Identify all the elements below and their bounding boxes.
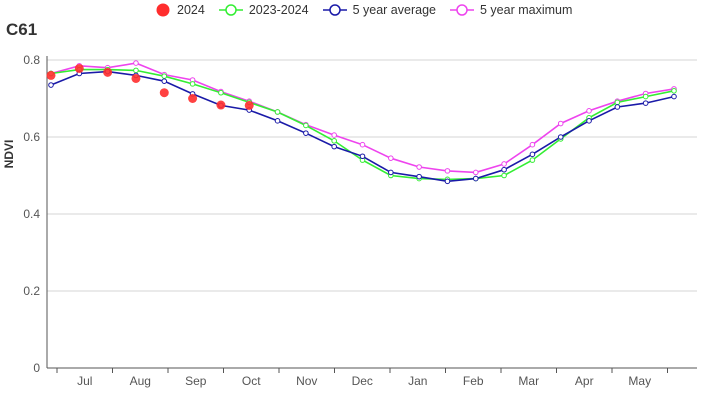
y-axis-title: NDVI [2, 140, 16, 169]
data-point-5-year-maximum [133, 60, 139, 66]
data-point-2024 [46, 70, 56, 80]
data-point-5-year-average [472, 175, 479, 182]
data-point-2024 [131, 73, 141, 83]
series-line-2023-2024 [50, 68, 675, 181]
data-point-5-year-average [642, 100, 649, 106]
axes [46, 56, 697, 373]
data-point-5-year-average [614, 104, 621, 110]
data-point-2024 [244, 100, 254, 110]
chart-legend: 2024 2023-2024 5 year average 5 year max… [155, 2, 586, 18]
data-point-5-year-maximum [416, 164, 422, 170]
legend-label-2024: 2024 [177, 3, 205, 17]
legend-item-5-year-maximum[interactable]: 5 year maximum [449, 3, 573, 17]
data-point-5-year-average [48, 82, 54, 88]
legend-label-2023-2024: 2023-2024 [248, 3, 309, 17]
legend-line-circle-icon [322, 4, 347, 16]
data-point-2023-2024 [671, 88, 677, 94]
gridlines [47, 59, 697, 292]
x-tick-label: Jul [77, 374, 92, 388]
data-point-5-year-maximum [472, 169, 479, 176]
x-tick-label: Jan [408, 374, 427, 388]
legend-label-5-year-average: 5 year average [352, 3, 436, 17]
data-point-5-year-maximum [501, 161, 507, 167]
data-point-5-year-average [586, 118, 592, 124]
x-tick-label: Apr [575, 374, 594, 388]
data-point-2023-2024 [614, 99, 621, 106]
y-tick-label: 0.2 [23, 284, 40, 298]
legend-dot-icon [156, 3, 170, 17]
data-point-5-year-average [274, 118, 281, 124]
data-point-5-year-maximum [557, 120, 564, 127]
data-point-2023-2024 [303, 122, 309, 129]
data-point-5-year-maximum [388, 155, 394, 161]
data-point-5-year-average [416, 173, 422, 180]
data-point-5-year-maximum [359, 141, 366, 148]
y-tick-label: 0.6 [23, 130, 40, 144]
data-point-5-year-average [388, 169, 394, 176]
chart-title: C61 [6, 20, 38, 39]
series-lines [50, 62, 675, 183]
data-point-5-year-average [529, 151, 536, 158]
data-point-2023-2024 [218, 89, 224, 96]
x-tick-label: Nov [296, 374, 317, 388]
data-point-5-year-average [303, 130, 309, 136]
x-tick-label: Sep [185, 374, 207, 388]
x-tick-label: Feb [463, 374, 484, 388]
data-point-2023-2024 [189, 81, 196, 87]
data-point-5-year-average [359, 153, 366, 160]
data-point-5-year-average [161, 78, 168, 84]
legend-line-circle-icon [449, 4, 474, 16]
data-point-2024 [216, 100, 226, 110]
y-tick-label: 0.4 [23, 207, 40, 221]
data-point-5-year-average [331, 143, 337, 150]
legend-line-circle-icon [218, 4, 243, 16]
axis-labels: 0 0.2 0.4 0.6 0.8 Jul Aug Sep Oct Nov Dec Jan Feb Mar… [2, 53, 651, 388]
data-point-5-year-maximum [529, 141, 536, 148]
x-tick-label: May [628, 374, 651, 388]
x-tick-label: Aug [130, 374, 151, 388]
data-point-2024 [188, 94, 198, 103]
data-point-2023-2024 [642, 93, 649, 100]
data-point-2024 [103, 67, 113, 77]
data-point-2023-2024 [331, 138, 337, 144]
data-point-2024 [74, 63, 84, 73]
legend-item-2023-2024[interactable]: 2023-2024 [218, 3, 309, 17]
data-point-2023-2024 [274, 109, 281, 115]
data-point-5-year-average [557, 134, 564, 140]
series-line-5-year-average [50, 70, 675, 183]
data-point-2023-2024 [161, 73, 168, 79]
data-point-5-year-maximum [331, 132, 337, 138]
data-point-2023-2024 [133, 67, 139, 74]
data-point-5-year-average [671, 93, 677, 100]
y-tick-label: 0 [33, 361, 40, 375]
data-point-2023-2024 [501, 172, 507, 179]
x-tick-label: Mar [518, 374, 539, 388]
y-tick-label: 0.8 [23, 53, 40, 67]
data-point-5-year-average [444, 178, 451, 185]
series-markers [46, 60, 677, 185]
legend-item-5-year-average[interactable]: 5 year average [322, 3, 436, 17]
legend-item-2024[interactable]: 2024 [155, 2, 205, 18]
x-tick-label: Dec [352, 374, 373, 388]
data-point-2023-2024 [529, 157, 536, 163]
data-point-5-year-average [501, 166, 507, 173]
data-point-2024 [159, 88, 169, 98]
data-point-5-year-maximum [586, 108, 592, 114]
data-point-5-year-maximum [444, 168, 451, 174]
legend-label-5-year-maximum: 5 year maximum [479, 3, 573, 17]
x-tick-label: Oct [242, 374, 261, 388]
